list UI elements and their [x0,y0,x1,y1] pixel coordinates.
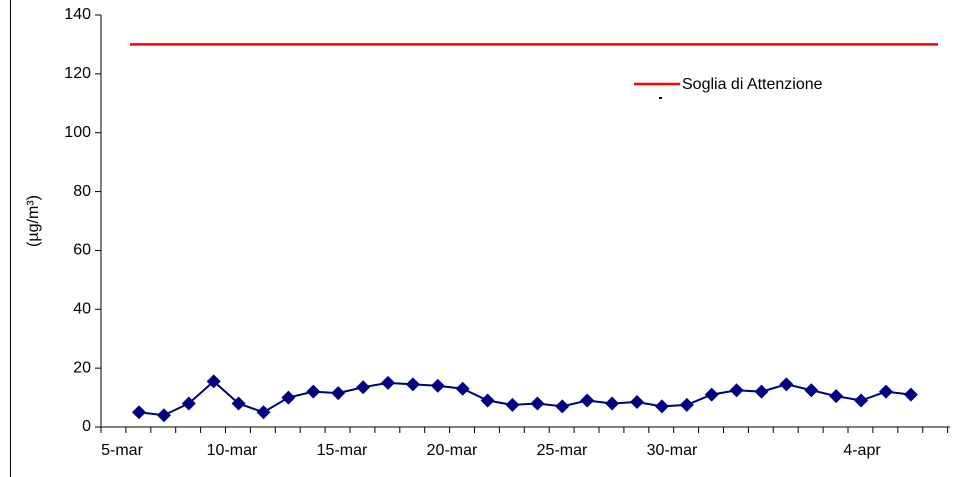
data-point [903,387,918,402]
data-point [879,384,893,399]
data-point [156,408,171,423]
data-point [605,396,620,411]
x-tick-label: 25-mar [537,442,588,459]
data-point [729,383,744,398]
y-tick-label: 20 [73,359,91,376]
y-tick-label: 0 [82,418,91,435]
data-point [132,405,146,420]
data-point [281,390,296,405]
data-point [455,381,470,396]
data-point [356,380,371,395]
data-point [854,393,869,408]
y-axis-label: (µg/m³) [25,195,42,247]
data-point [630,394,644,409]
data-line [138,380,912,417]
data-point [829,389,844,404]
y-tick-label: 120 [64,65,91,82]
y-tick-label: 60 [73,242,91,259]
y-tick-label: 40 [73,301,91,318]
data-point [505,397,520,412]
data-point [480,393,495,408]
data-point [580,393,595,408]
x-tick-label: 20-mar [427,442,478,459]
data-point [405,377,420,392]
y-tick-label: 100 [64,124,91,141]
x-tick-label: 10-mar [207,442,258,459]
data-point [231,396,246,411]
x-tick-label: 30-mar [647,442,698,459]
data-point [181,396,196,411]
x-tick-label: 5-mar [101,442,143,459]
y-tick-label: 80 [73,183,91,200]
data-point [530,396,545,411]
data-point [754,384,769,399]
legend-label: Soglia di Attenzione [682,76,823,93]
data-point [555,399,570,414]
data-point [679,397,694,412]
data-point [804,383,819,398]
y-tick-label: 140 [64,6,91,23]
x-tick-label: 15-mar [317,442,368,459]
data-point [654,399,669,414]
data-point [381,375,395,390]
x-tick-label: 4-apr [843,442,881,459]
data-point [704,387,719,402]
legend-dot [659,97,662,99]
data-point [331,386,346,401]
data-point [779,377,794,392]
data-point [256,405,271,420]
data-point [206,374,221,389]
data-point [306,384,321,399]
data-point [430,378,445,393]
